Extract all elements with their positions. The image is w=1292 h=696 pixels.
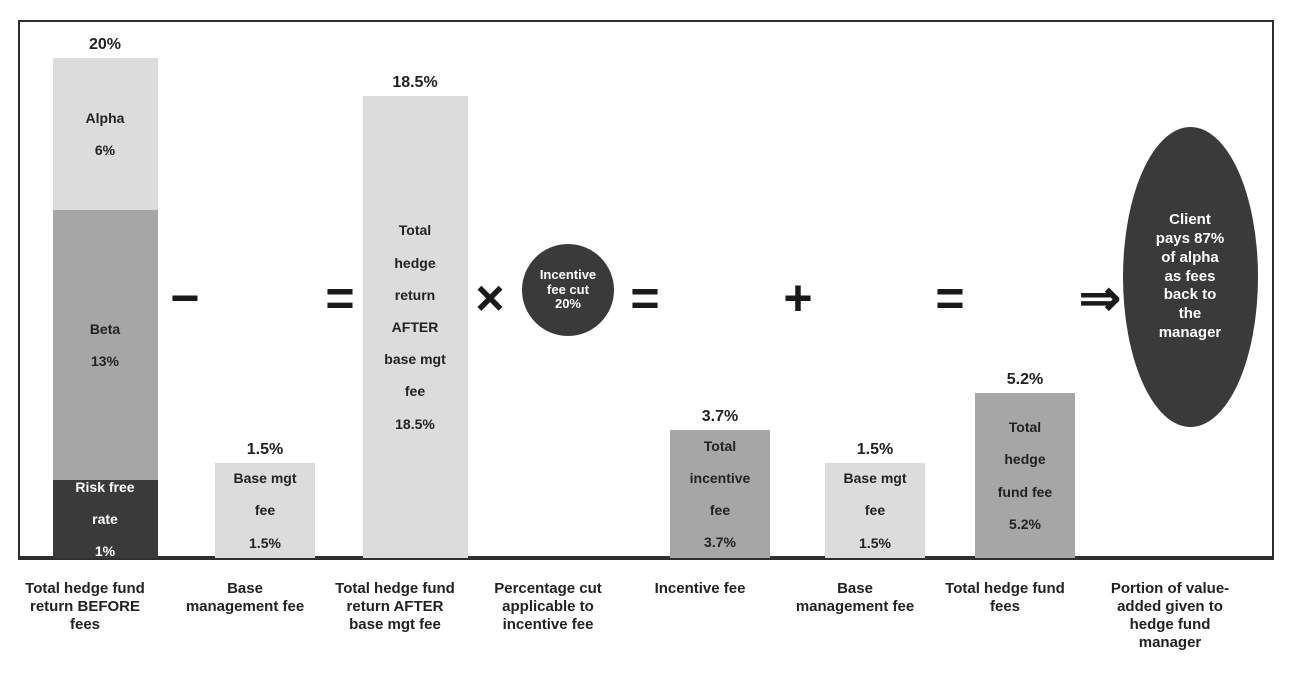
x-label: Total hedge fund return BEFORE fees — [20, 580, 150, 634]
operator: − — [170, 273, 199, 323]
x-label: Total hedge fund return AFTER base mgt f… — [330, 580, 460, 634]
bar-segment: Base mgtfee1.5% — [215, 463, 315, 558]
bar-top-label: 1.5% — [247, 441, 283, 459]
bar-col2: 1.5% Base mgtfee1.5% — [215, 441, 315, 558]
operator: = — [630, 273, 659, 323]
x-label: Portion of value-added given to hedge fu… — [1103, 580, 1238, 652]
bar-col6: 1.5% Base mgtfee1.5% — [825, 441, 925, 558]
bar-col5: 3.7% Totalincentivefee3.7% — [670, 408, 770, 558]
x-label: Base management fee — [790, 580, 920, 616]
operator: = — [935, 273, 964, 323]
bar-top-label: 5.2% — [1007, 371, 1043, 389]
bar-col7: 5.2% Totalhedgefund fee5.2% — [975, 371, 1075, 558]
operator: ⇒ — [1079, 273, 1121, 323]
bar-col1: 20% Alpha6%Beta13%Risk freerate1% — [53, 36, 158, 558]
bar-segment: Risk freerate1% — [53, 480, 158, 558]
bar-top-label: 1.5% — [857, 441, 893, 459]
bar-segment: Beta13% — [53, 210, 158, 480]
chart-frame: 20% Alpha6%Beta13%Risk freerate1% 1.5% Base… — [0, 0, 1292, 696]
bar-segment: Base mgtfee1.5% — [825, 463, 925, 558]
bar-segment: Totalincentivefee3.7% — [670, 430, 770, 558]
bar-top-label: 20% — [89, 36, 121, 54]
bar-top-label: 3.7% — [702, 408, 738, 426]
operator: × — [475, 273, 504, 323]
x-label: Incentive fee — [635, 580, 765, 598]
x-label: Base management fee — [180, 580, 310, 616]
bar-segment: Alpha6% — [53, 58, 158, 210]
incentive-fee-circle: Incentivefee cut20% — [522, 244, 614, 336]
x-label: Total hedge fund fees — [940, 580, 1070, 616]
plot-area: 20% Alpha6%Beta13%Risk freerate1% 1.5% Base… — [18, 20, 1274, 560]
bar-col3: 18.5% TotalhedgereturnAFTERbase mgtfee18.… — [363, 74, 468, 558]
bar-segment: TotalhedgereturnAFTERbase mgtfee18.5% — [363, 96, 468, 558]
bar-segment: Totalhedgefund fee5.2% — [975, 393, 1075, 558]
baseline — [20, 556, 1272, 558]
x-label: Percentage cut applicable to incentive f… — [481, 580, 616, 634]
conclusion-ellipse: Clientpays 87%of alphaas feesback tothem… — [1123, 127, 1258, 427]
operator: = — [325, 273, 354, 323]
bar-top-label: 18.5% — [392, 74, 437, 92]
x-axis-labels: Total hedge fund return BEFORE fees Base … — [0, 580, 1292, 696]
operator: + — [783, 273, 812, 323]
